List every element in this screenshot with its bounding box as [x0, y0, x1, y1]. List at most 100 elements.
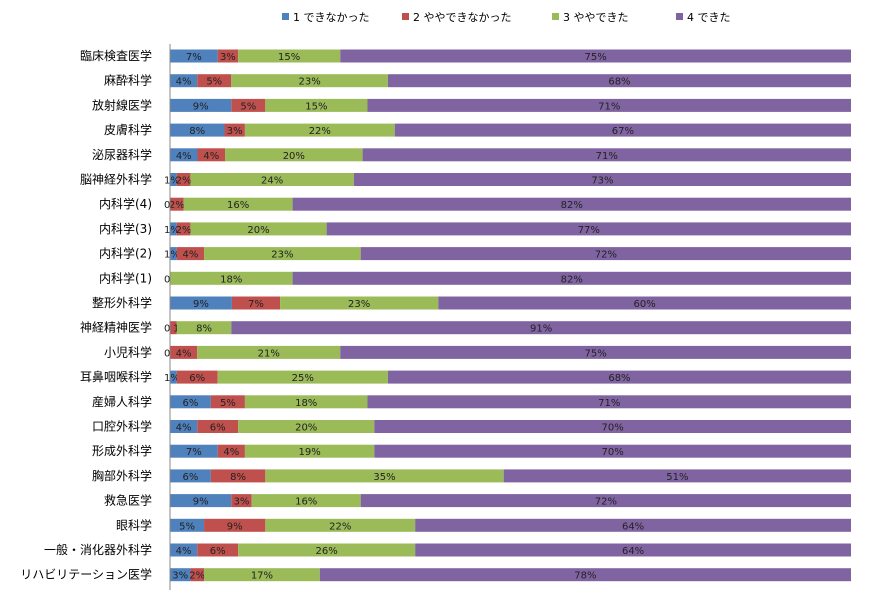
bar-segment: [170, 420, 198, 433]
bar-segment: [231, 98, 266, 112]
bar-segment: [170, 123, 225, 137]
category-label: 救急医学: [104, 493, 152, 508]
data-label: 9%: [193, 497, 209, 508]
bar-segment: [224, 123, 245, 137]
data-label: 20%: [283, 151, 305, 162]
category-label: 小児科学: [104, 344, 152, 359]
legend-label: 2 ややできなかった: [413, 11, 512, 24]
data-label: 7%: [248, 299, 264, 310]
data-label: 17%: [251, 571, 273, 582]
data-label: 64%: [622, 521, 644, 532]
bar-segment: [244, 395, 368, 409]
category-label: 皮膚科学: [104, 122, 152, 137]
bar-segment: [319, 568, 851, 582]
category-label: 内科学(1): [99, 270, 152, 285]
legend: 1 できなかった 2 ややできなかった 3 ややできた 4 できた: [282, 11, 731, 24]
data-label: 1%: [164, 225, 180, 236]
bar-segment: [238, 543, 416, 557]
bar-segment: [197, 74, 232, 88]
data-label: 72%: [595, 250, 617, 261]
legend-label: 1 できなかった: [293, 11, 370, 24]
data-label: 5%: [206, 77, 222, 88]
data-label: 8%: [196, 324, 212, 335]
bar-segment: [170, 74, 198, 88]
bar-segment: [170, 444, 218, 458]
bar-segment: [387, 74, 851, 88]
category-label: 麻酔科学: [104, 73, 152, 88]
category-label: 耳鼻咽喉科学: [80, 369, 152, 384]
data-label: 2%: [176, 176, 192, 187]
bar-segment: [176, 370, 218, 384]
data-label: 7%: [186, 447, 202, 458]
data-label: 23%: [298, 77, 320, 88]
bar-segment: [238, 49, 341, 63]
bar-segment: [387, 370, 851, 384]
bar-segment: [170, 247, 177, 261]
bar-segment: [170, 494, 232, 508]
bar-segment: [210, 395, 245, 409]
data-label: 75%: [585, 52, 607, 63]
data-label: 6%: [182, 398, 198, 409]
data-label: 6%: [182, 472, 198, 483]
data-label: 82%: [561, 200, 583, 211]
bar-segment: [244, 444, 375, 458]
data-label: 4%: [176, 151, 192, 162]
data-label: 9%: [227, 521, 243, 532]
bar-segment: [170, 543, 198, 557]
data-label: 9%: [193, 101, 209, 112]
data-label: 18%: [220, 274, 242, 285]
data-label: 4%: [176, 546, 192, 557]
data-label: 1%: [164, 176, 180, 187]
bar-segment: [170, 49, 218, 63]
bar-segment: [217, 370, 388, 384]
bar-segment: [176, 321, 232, 335]
data-label: 4%: [223, 447, 239, 458]
data-label: 4%: [176, 423, 192, 434]
data-label: 9%: [193, 299, 209, 310]
bar-segment: [238, 420, 375, 433]
bar-segment: [231, 321, 852, 335]
bar-segment: [197, 420, 239, 433]
data-label: 18%: [295, 398, 317, 409]
data-label: 68%: [608, 77, 630, 88]
category-label: 口腔外科学: [92, 419, 152, 434]
bar-segment: [170, 271, 293, 285]
bar-segment: [503, 469, 851, 483]
bar-segment: [292, 197, 852, 211]
bar-segment: [265, 518, 416, 532]
legend-swatch: [552, 13, 559, 20]
category-label: 内科学(3): [99, 221, 152, 236]
bar-segment: [362, 148, 851, 162]
category-label: 放射線医学: [92, 97, 152, 112]
data-label: 73%: [591, 176, 613, 187]
data-label: 71%: [598, 101, 620, 112]
data-label: 71%: [596, 151, 618, 162]
data-label: 15%: [305, 101, 327, 112]
data-label: 20%: [247, 225, 269, 236]
bar-segment: [367, 98, 851, 112]
bar-segment: [231, 494, 252, 508]
data-label: 5%: [220, 398, 236, 409]
data-label: 1%: [164, 250, 180, 261]
legend-swatch: [402, 13, 409, 20]
bar-segment: [394, 123, 851, 137]
bar-segment: [280, 296, 439, 310]
data-label: 6%: [210, 423, 226, 434]
data-label: 72%: [595, 497, 617, 508]
legend-label: 4 できた: [687, 11, 731, 24]
bar-segment: [415, 518, 851, 532]
bar-segment: [340, 49, 851, 63]
data-label: 25%: [292, 373, 314, 384]
bar-segment: [225, 148, 363, 162]
bar-segment: [170, 222, 177, 236]
category-label: 内科学(2): [99, 246, 152, 261]
bar-segment: [170, 321, 177, 335]
legend-label: 3 ややできた: [563, 11, 629, 24]
bar-segment: [197, 148, 226, 162]
bar-segment: [170, 345, 198, 359]
data-label: 68%: [608, 373, 630, 384]
data-label: 8%: [230, 472, 246, 483]
category-label: 内科学(4): [99, 196, 152, 211]
data-label: 3%: [227, 126, 243, 137]
